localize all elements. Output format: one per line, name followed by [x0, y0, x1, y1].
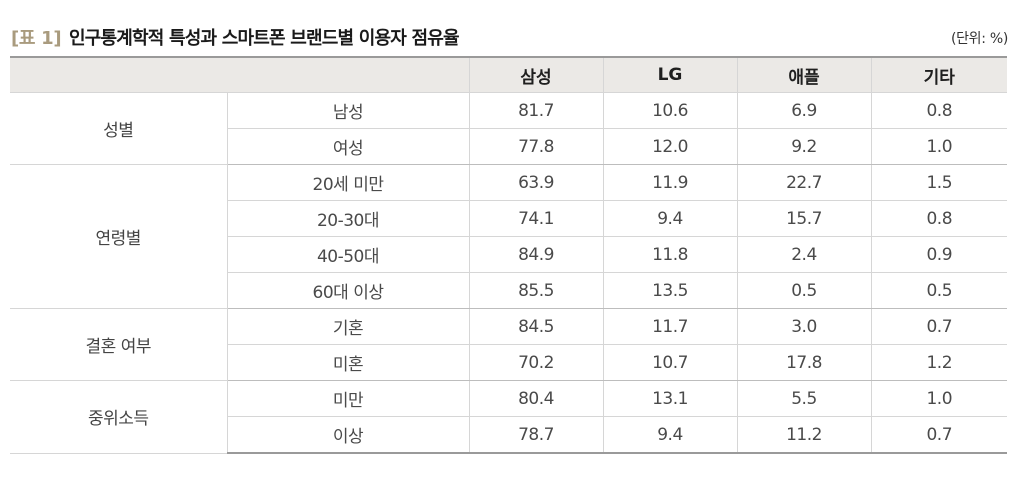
cell-apple: 3.0 [736, 308, 872, 345]
cell-samsung: 63.9 [468, 164, 604, 201]
unit-label: (단위: %) [950, 31, 1008, 47]
cell-apple: 15.7 [736, 200, 872, 237]
cell-lg: 10.6 [602, 92, 738, 129]
cell-apple: 17.8 [736, 344, 872, 381]
share-table: 삼성 LG 애플 기타 성별 남성 81.7 10.6 6.9 0.8 여성 77.8 12.0… [10, 56, 1007, 454]
row-label: 여성 [227, 128, 470, 165]
table-row: 성별 남성 81.7 10.6 6.9 0.8 [10, 92, 1007, 165]
cell-other: 0.7 [870, 308, 1007, 345]
table-row: 이상 78.7 9.4 11.2 0.7 [10, 416, 1007, 454]
cell-samsung: 78.7 [468, 416, 604, 454]
cell-samsung: 84.5 [468, 308, 604, 345]
cell-apple: 11.2 [736, 416, 872, 454]
cell-apple: 6.9 [736, 92, 872, 129]
table-row: 여성 77.8 12.0 9.2 1.0 [10, 128, 1007, 165]
cell-lg: 9.4 [602, 200, 738, 237]
group-label: 중위소득 [10, 380, 228, 454]
cell-samsung: 84.9 [468, 236, 604, 273]
cell-samsung: 77.8 [468, 128, 604, 165]
row-label: 기혼 [226, 308, 470, 345]
group-label: 결혼 여부 [10, 308, 228, 381]
cell-samsung: 80.4 [468, 380, 604, 417]
cell-lg: 9.4 [602, 416, 738, 454]
header-blank [10, 56, 470, 93]
table-row: 40-50대 84.9 11.8 2.4 0.9 [10, 236, 1007, 273]
header-apple: 애플 [736, 56, 872, 93]
cell-other: 1.5 [870, 164, 1007, 201]
cell-apple: 0.5 [736, 272, 872, 309]
row-label: 미만 [226, 380, 470, 417]
table-row: 20-30대 74.1 9.4 15.7 0.8 [10, 200, 1007, 237]
cell-apple: 5.5 [736, 380, 872, 417]
header-row: 삼성 LG 애플 기타 [10, 56, 1007, 93]
cell-other: 1.0 [870, 380, 1007, 417]
cell-lg: 11.7 [602, 308, 738, 345]
header-lg: LG [602, 56, 738, 93]
row-label: 20세 미만 [226, 164, 470, 201]
cell-other: 1.0 [870, 128, 1007, 165]
group-label: 연령별 [10, 164, 228, 309]
table-row: 결혼 여부 기혼 84.5 11.7 3.0 0.7 [10, 308, 1007, 381]
cell-samsung: 70.2 [468, 344, 604, 381]
cell-lg: 11.9 [602, 164, 738, 201]
cell-lg: 12.0 [602, 128, 738, 165]
cell-other: 0.7 [870, 416, 1007, 454]
table-title: 인구통계학적 특성과 스마트폰 브랜드별 이용자 점유율 [69, 28, 460, 49]
table-row: 중위소득 미만 80.4 13.1 5.5 1.0 [10, 380, 1007, 454]
cell-other: 0.8 [870, 92, 1007, 129]
cell-other: 1.2 [870, 344, 1007, 381]
header-samsung: 삼성 [468, 56, 604, 93]
table-caption: [표 1] 인구통계학적 특성과 스마트폰 브랜드별 이용자 점유율 (단위: … [11, 24, 1011, 52]
cell-lg: 13.5 [602, 272, 738, 309]
cell-samsung: 81.7 [468, 92, 604, 129]
group-label: 성별 [10, 92, 228, 165]
cell-lg: 11.8 [602, 236, 738, 273]
row-label: 20-30대 [227, 200, 470, 237]
row-label: 60대 이상 [227, 272, 470, 309]
cell-apple: 9.2 [736, 128, 872, 165]
table-row: 60대 이상 85.5 13.5 0.5 0.5 [10, 272, 1007, 309]
table-row: 미혼 70.2 10.7 17.8 1.2 [10, 344, 1007, 381]
cell-other: 0.5 [870, 272, 1007, 309]
cell-lg: 10.7 [602, 344, 738, 381]
row-label: 이상 [227, 416, 470, 454]
row-label: 남성 [226, 92, 470, 129]
header-other: 기타 [870, 56, 1007, 93]
cell-samsung: 85.5 [468, 272, 604, 309]
table-row: 연령별 20세 미만 63.9 11.9 22.7 1.5 [10, 164, 1007, 309]
row-label: 40-50대 [227, 236, 470, 273]
table-number: [표 1] [11, 28, 62, 49]
cell-lg: 13.1 [602, 380, 738, 417]
cell-other: 0.8 [870, 200, 1007, 237]
cell-other: 0.9 [870, 236, 1007, 273]
row-label: 미혼 [227, 344, 470, 381]
cell-apple: 2.4 [736, 236, 872, 273]
cell-samsung: 74.1 [468, 200, 604, 237]
cell-apple: 22.7 [736, 164, 872, 201]
